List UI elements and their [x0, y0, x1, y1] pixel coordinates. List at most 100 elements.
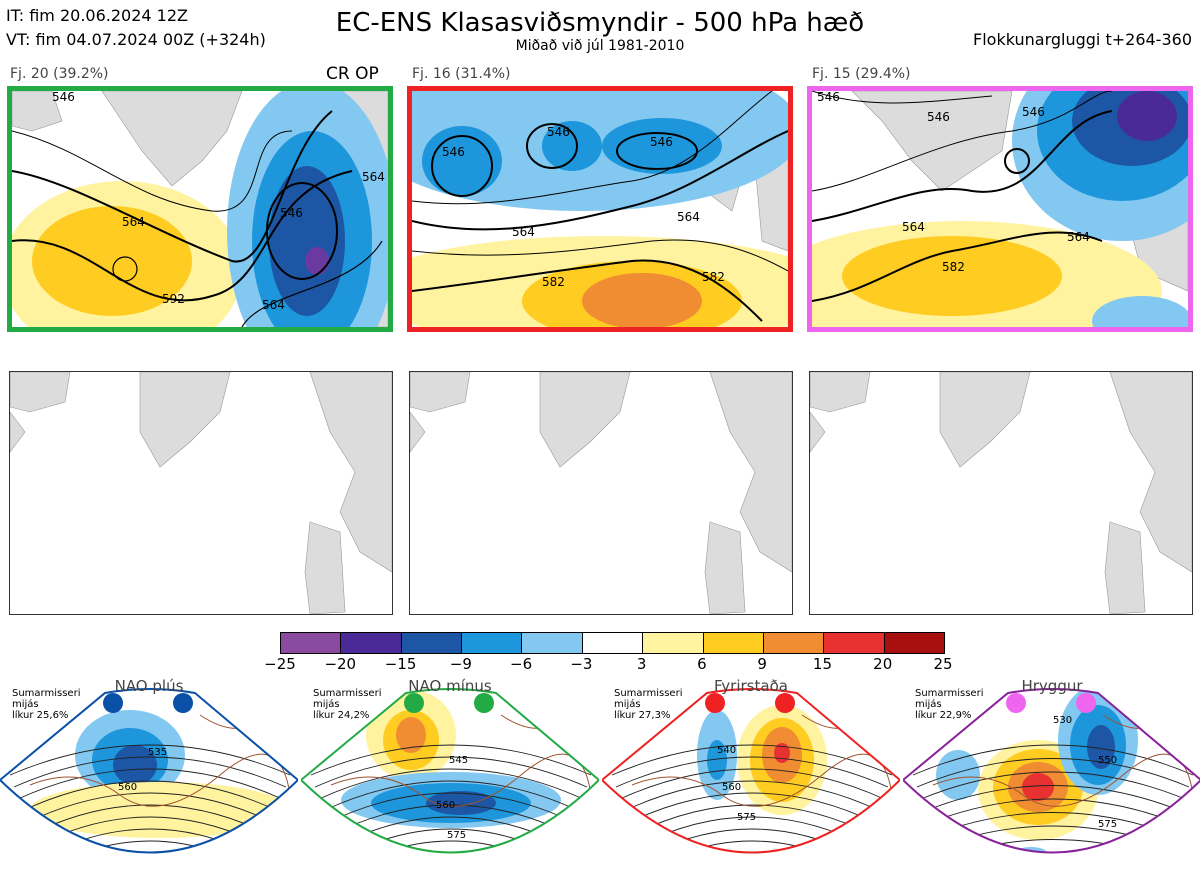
contour-label: 546	[52, 91, 75, 104]
contour-label: 582	[702, 270, 725, 284]
colorbar	[280, 632, 945, 654]
contour-line	[627, 792, 877, 824]
regime-dot	[404, 693, 424, 713]
regime-likelihood: líkur 25,6%	[12, 710, 69, 721]
regime-fan-outline	[301, 688, 599, 854]
base-map-2	[409, 371, 793, 615]
contour-label: 560	[118, 782, 137, 793]
colorbar-segment	[703, 633, 764, 653]
base-map-2-land	[410, 372, 792, 614]
contour-label: 564	[677, 210, 700, 224]
regime-mean: mijás	[915, 699, 942, 710]
regime-fan-outline	[903, 688, 1200, 854]
contour-label: 575	[447, 830, 466, 841]
page-title: EC-ENS Klasasviðsmyndir - 500 hPa hæð	[335, 8, 865, 38]
colorbar-segment	[643, 633, 704, 653]
base-map-1-land	[10, 372, 392, 614]
colorbar-segment	[281, 633, 342, 653]
regime-likelihood: líkur 27,3%	[614, 710, 671, 721]
colorbar-tick-label: −15	[384, 655, 417, 673]
contour-label: 546	[1022, 105, 1045, 119]
contour-label: 564	[122, 215, 145, 229]
colorbar-segment	[522, 633, 583, 653]
regime-season: Sumarmisseri	[313, 688, 382, 699]
contour-line	[17, 768, 283, 800]
contour-label: 535	[148, 747, 167, 758]
cluster-2-label: Fj. 16 (31.4%)	[412, 66, 511, 82]
regime-likelihood: líkur 24,2%	[313, 710, 370, 721]
anomaly-blob	[396, 717, 426, 753]
cluster-3-map: 546 546 546 564 564 582	[807, 86, 1193, 332]
contour-line	[342, 840, 560, 853]
contour-label: 575	[737, 812, 756, 823]
cluster-1-map: 546 564 592 546 564 564	[7, 86, 393, 332]
contour-line	[643, 840, 861, 853]
contour-line	[619, 768, 885, 800]
classification-window: Flokkunargluggi t+264-360	[973, 30, 1192, 49]
contour-label: 592	[162, 292, 185, 306]
regime-name: Hryggur	[1021, 677, 1083, 695]
colorbar-segment	[884, 633, 944, 653]
regime-panel: 545 560 575 NAO mínus Sumarmisseri mijás l…	[301, 675, 599, 871]
initial-time: IT: fim 20.06.2024 12Z	[6, 6, 188, 25]
contour-line	[916, 758, 1190, 788]
colorbar-segment	[763, 633, 825, 653]
colorbar-tick-label: 25	[933, 655, 953, 673]
contour-line	[326, 792, 576, 824]
contour-line	[330, 804, 572, 836]
anomaly-blob	[936, 750, 980, 800]
regime-fan-outline	[602, 688, 900, 854]
base-map-1	[9, 371, 393, 615]
contour-line	[912, 744, 1194, 776]
colorbar-tick-label: 3	[636, 655, 647, 673]
regime-meta: Sumarmisseri mijás líkur 25,6%	[12, 688, 80, 721]
contour-label: 546	[547, 125, 570, 139]
contour-label: 546	[650, 135, 673, 149]
regime-mean: mijás	[614, 699, 641, 710]
colorbar-tick-label: 20	[873, 655, 893, 673]
contour-label: 546	[927, 110, 950, 124]
regime-season: Sumarmisseri	[915, 688, 984, 699]
regime-mean: mijás	[12, 699, 39, 710]
contour-label: 564	[512, 225, 535, 239]
contour-line	[314, 756, 588, 788]
contour-line	[41, 840, 259, 853]
contour-label: 564	[902, 220, 925, 234]
contour-label: 550	[1098, 755, 1117, 766]
regime-meta: Sumarmisseri mijás líkur 24,2%	[313, 688, 381, 721]
contour-line	[29, 804, 271, 836]
contour-line	[928, 798, 1178, 824]
contour-line	[631, 804, 873, 836]
regime-season: Sumarmisseri	[614, 688, 683, 699]
contour-label: 582	[542, 275, 565, 289]
regime-mean: mijás	[313, 699, 340, 710]
regime-name: NAO mínus	[408, 677, 492, 695]
regime-meta: Sumarmisseri mijás líkur 22,9%	[915, 688, 983, 721]
anomaly-blob	[1087, 725, 1115, 769]
cluster-1-label: Fj. 20 (39.2%)	[10, 66, 109, 82]
colorbar-tick-label: −25	[264, 655, 296, 673]
colorbar-tick-label: 6	[697, 655, 707, 673]
colorbar-tick-label: −6	[510, 655, 533, 673]
contour-lines	[12, 110, 383, 327]
contour-line	[623, 780, 881, 812]
colorbar-tick-label: −9	[449, 655, 472, 673]
contour-label: 564	[362, 170, 385, 184]
contour-label: 575	[1098, 819, 1117, 830]
contour-label: 564	[262, 298, 285, 312]
regime-dot	[1006, 693, 1026, 713]
colorbar-segment	[462, 633, 523, 653]
contour-label: 582	[942, 260, 965, 274]
contour-line	[9, 744, 291, 776]
cluster-1-tag: CR OP	[326, 64, 379, 84]
contour-label: 546	[817, 91, 840, 104]
anomaly-fill	[412, 91, 788, 327]
header-times: IT: fim 20.06.2024 12Z VT: fim 04.07.202…	[6, 4, 266, 52]
colorbar-segment	[582, 633, 644, 653]
regime-dot	[103, 693, 123, 713]
regime-name: NAO plús	[114, 677, 184, 695]
colorbar-ticks: −25 −20 −15 −9 −6 −3 3 6 9 15 20 25	[264, 655, 952, 675]
colorbar-segment	[401, 633, 463, 653]
cluster-3-label: Fj. 15 (29.4%)	[812, 66, 911, 82]
contour-line	[924, 785, 1182, 812]
